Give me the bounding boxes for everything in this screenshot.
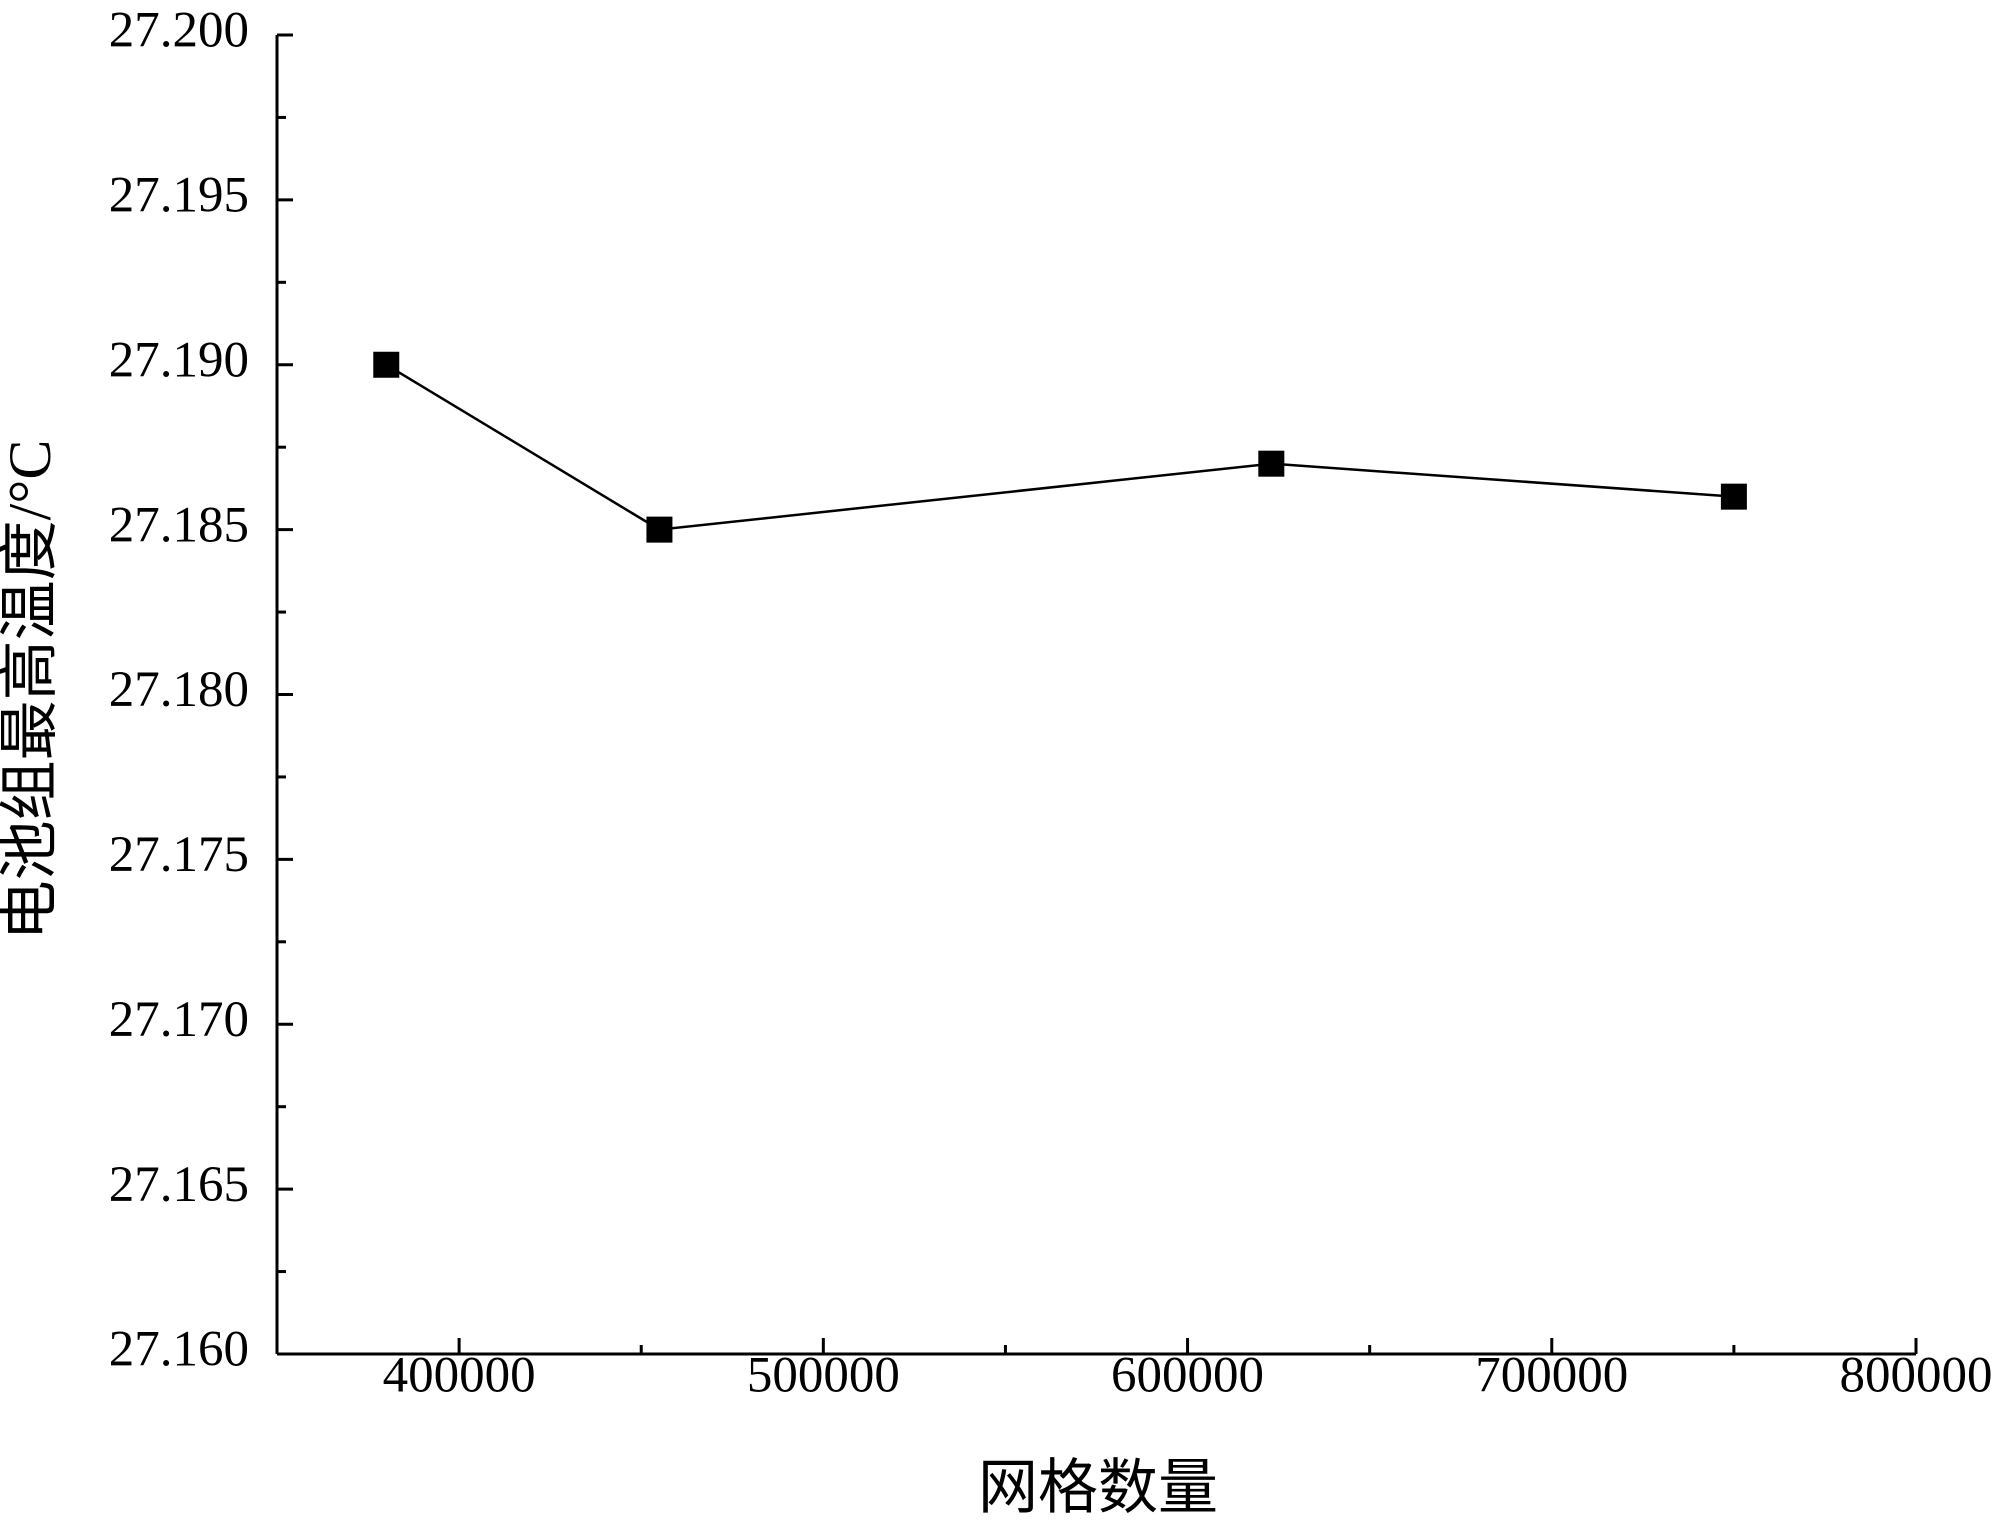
y-tick-label: 27.170 bbox=[109, 992, 249, 1048]
y-tick-label: 27.165 bbox=[109, 1157, 249, 1213]
y-axis-title: 电池组最高温度/°C bbox=[0, 440, 63, 941]
y-tick-label: 27.160 bbox=[109, 1322, 249, 1378]
y-tick-label: 27.195 bbox=[109, 168, 249, 224]
y-tick-label: 27.200 bbox=[109, 3, 249, 59]
y-tick-label: 27.180 bbox=[109, 662, 249, 718]
x-tick-label: 700000 bbox=[1475, 1348, 1628, 1404]
series-line bbox=[385, 363, 1734, 531]
point-marker bbox=[1258, 450, 1285, 477]
x-tick-label: 400000 bbox=[383, 1348, 536, 1404]
y-tick-label: 27.190 bbox=[109, 332, 249, 388]
x-tick-label: 500000 bbox=[747, 1348, 900, 1404]
x-axis-title: 网格数量 bbox=[978, 1455, 1218, 1521]
y-tick-label: 27.175 bbox=[109, 827, 249, 883]
point-marker bbox=[373, 351, 400, 378]
point-marker bbox=[1720, 483, 1747, 510]
x-tick-label: 600000 bbox=[1111, 1348, 1264, 1404]
y-tick-label: 27.185 bbox=[109, 497, 249, 553]
x-tick-label: 800000 bbox=[1840, 1348, 1993, 1404]
point-marker bbox=[646, 516, 673, 543]
